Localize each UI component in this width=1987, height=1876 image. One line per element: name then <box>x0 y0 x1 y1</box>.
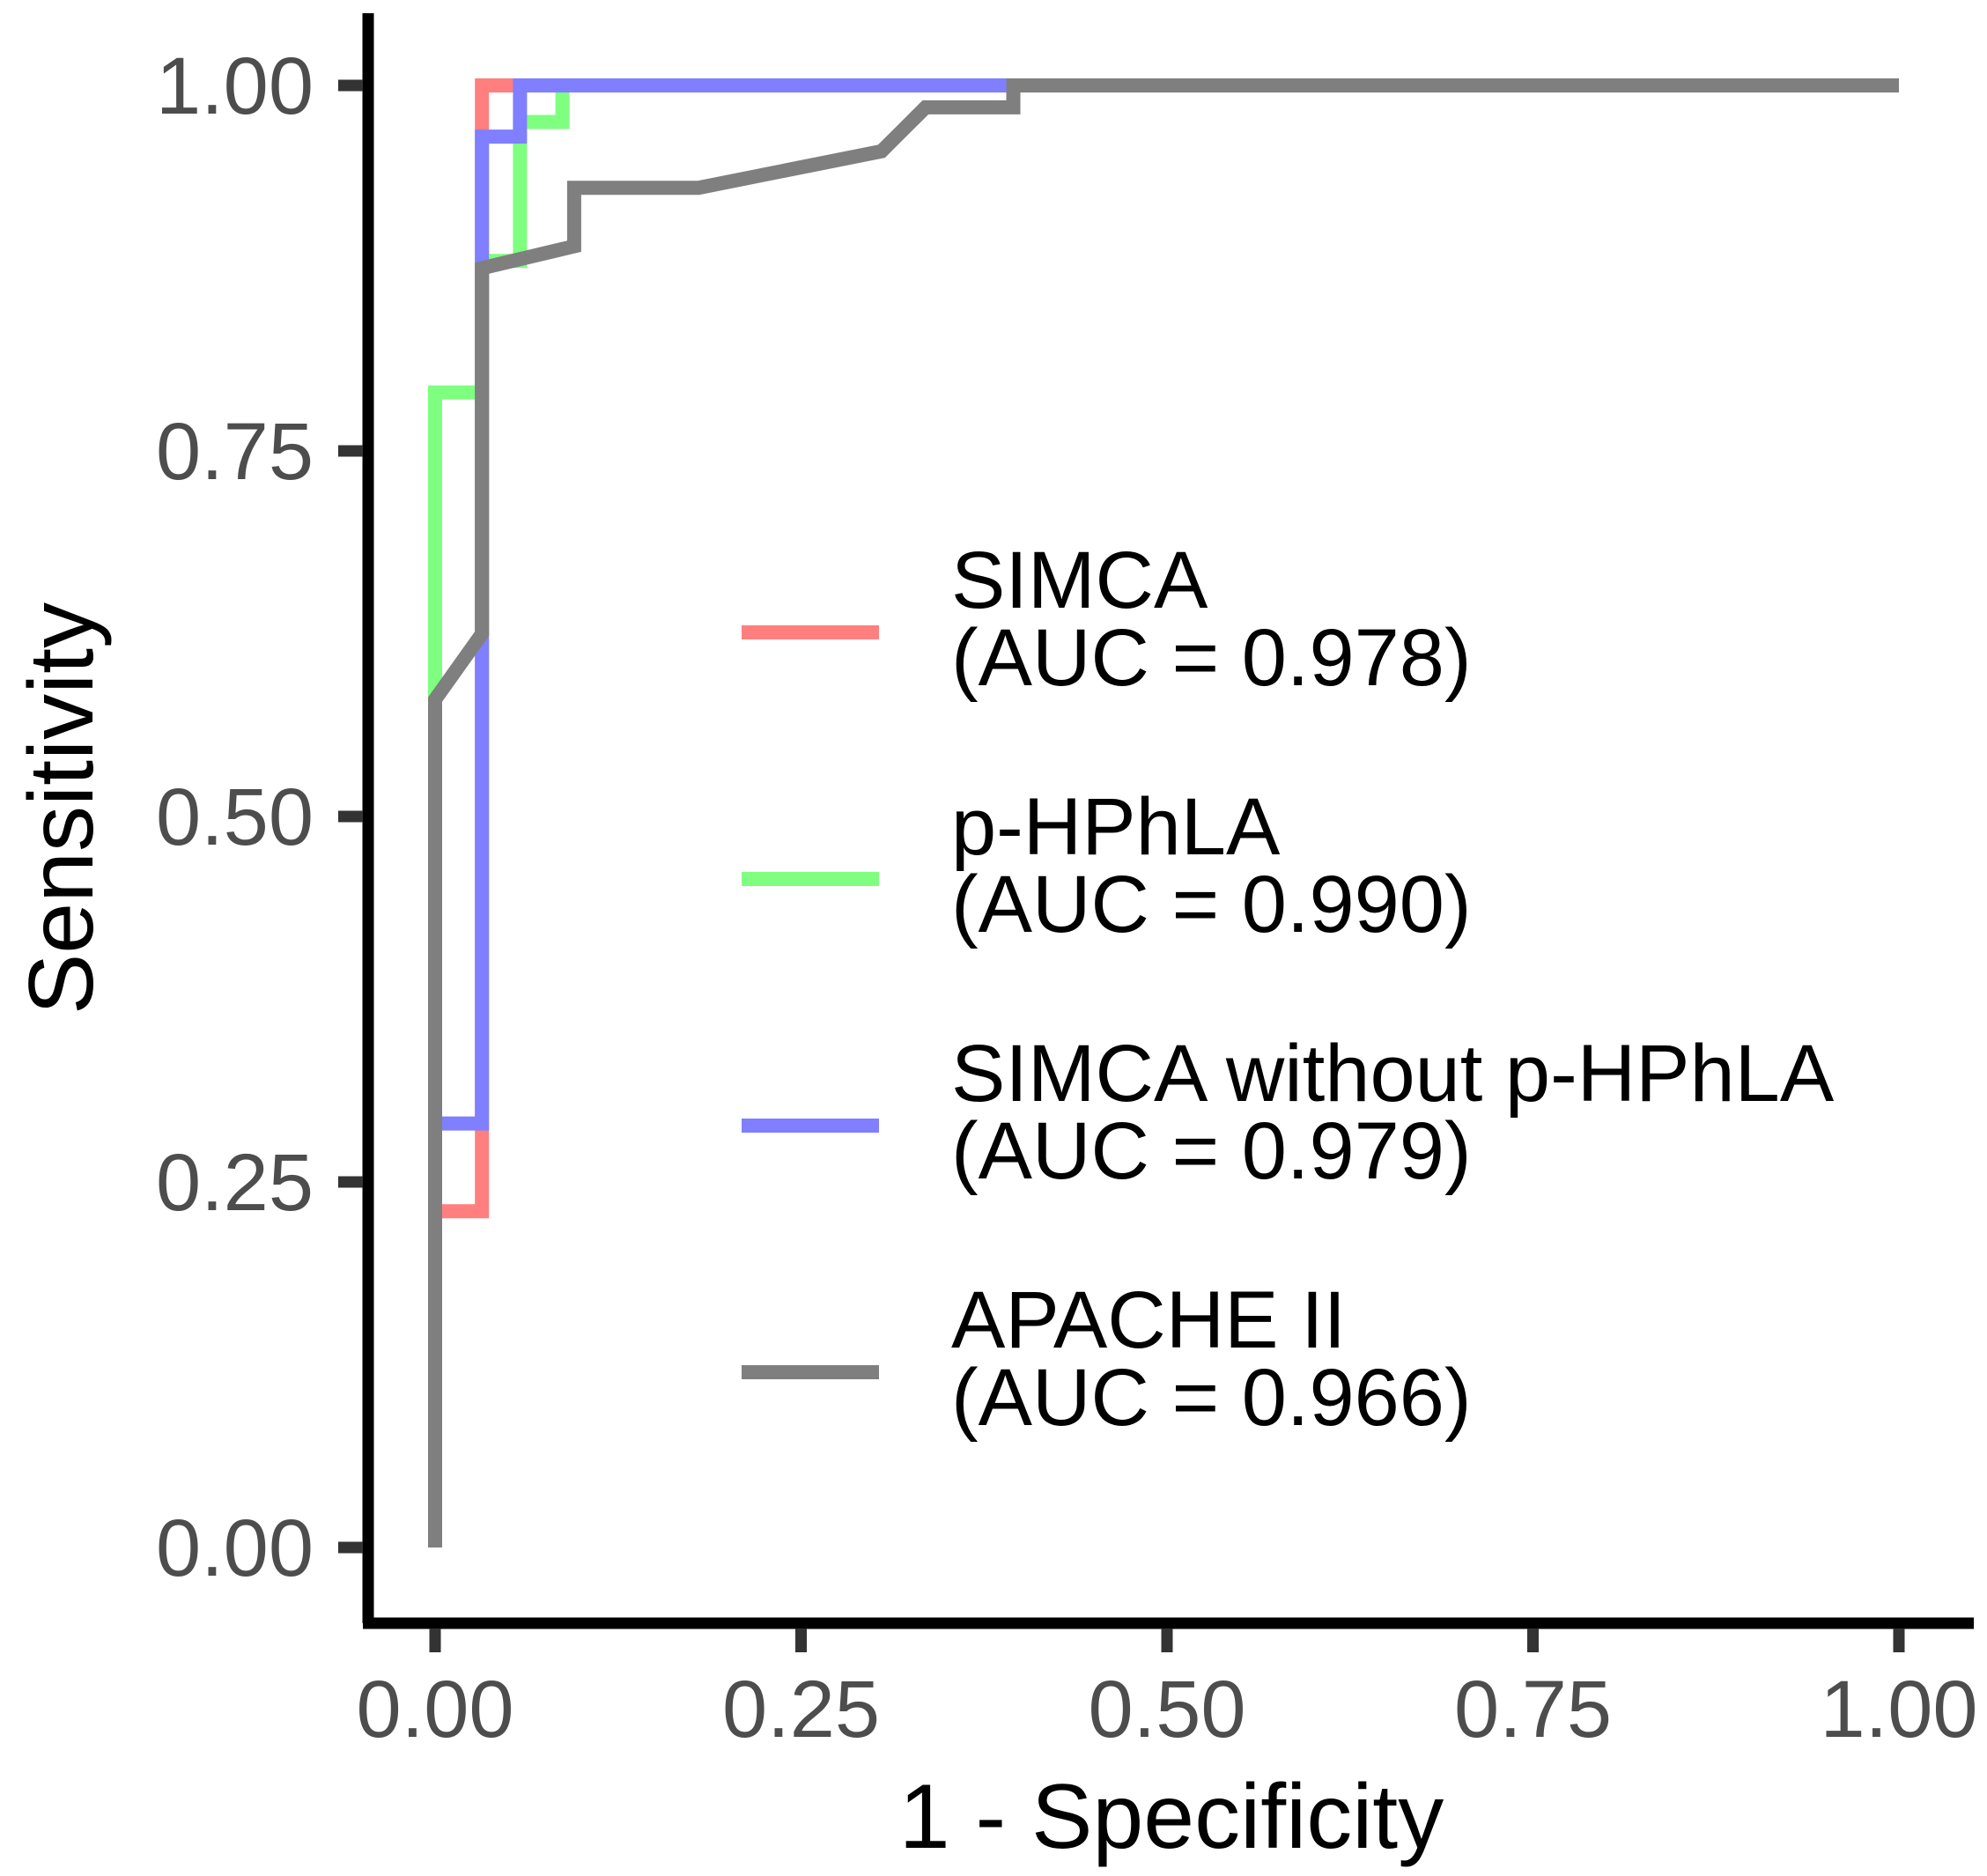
x-tick-label: 1.00 <box>1820 1665 1977 1754</box>
y-axis-title: Sensitivity <box>11 602 113 1015</box>
y-ticks: 0.00 0.25 0.50 0.75 1.00 <box>156 41 363 1593</box>
legend-auc-4: (AUC = 0.966) <box>951 1353 1472 1443</box>
y-tick-label: 0.75 <box>156 407 314 497</box>
legend-auc-2: (AUC = 0.990) <box>951 860 1472 949</box>
legend-label-1: SIMCA <box>951 535 1208 625</box>
x-tick-label: 0.50 <box>1088 1665 1245 1754</box>
y-tick-label: 0.50 <box>156 772 314 862</box>
legend-auc-3: (AUC = 0.979) <box>951 1106 1472 1196</box>
roc-line-4 <box>428 78 1899 1547</box>
legend-label-4: APACHE II <box>951 1275 1346 1365</box>
axes <box>362 13 1974 1629</box>
x-axis-title: 1 - Specificity <box>899 1766 1444 1868</box>
legend-auc-1: (AUC = 0.978) <box>951 613 1472 703</box>
legend-label-2: p-HPhLA <box>951 782 1281 872</box>
x-tick-label: 0.00 <box>356 1665 513 1754</box>
x-tick-label: 0.25 <box>722 1665 880 1754</box>
y-tick-label: 0.25 <box>156 1138 314 1228</box>
x-ticks: 0.00 0.25 0.50 0.75 1.00 <box>356 1629 1978 1754</box>
roc-curves <box>428 78 1899 1547</box>
y-tick-label: 1.00 <box>156 41 314 131</box>
legend-label-3: SIMCA without p-HPhLA <box>951 1029 1835 1119</box>
legend: SIMCA(AUC = 0.978) p-HPhLA(AUC = 0.990) SI… <box>742 535 1835 1443</box>
x-tick-label: 0.75 <box>1454 1665 1612 1754</box>
y-tick-label: 0.00 <box>156 1503 314 1593</box>
